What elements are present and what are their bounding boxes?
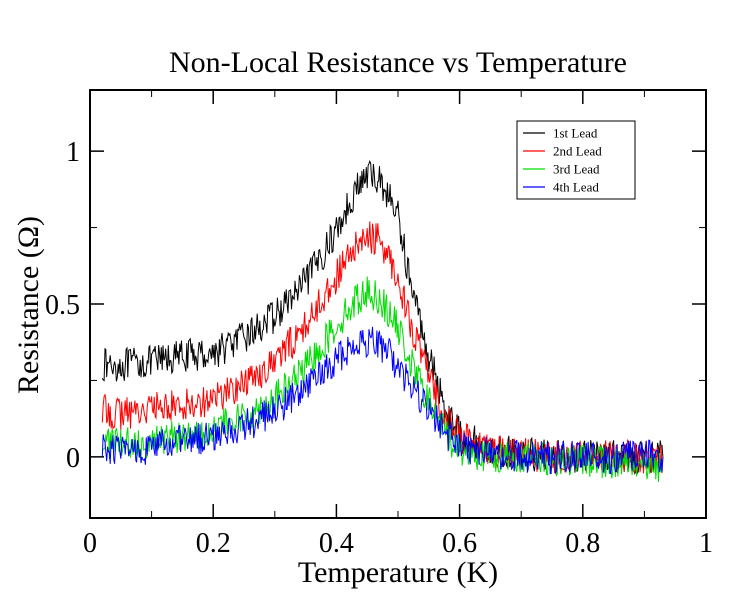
series-line-3rd-lead (101, 276, 664, 482)
legend-label: 4th Lead (553, 180, 599, 195)
x-tick-label: 1 (699, 528, 713, 559)
chart-title: Non-Local Resistance vs Temperature (169, 46, 627, 79)
x-axis-label: Temperature (K) (298, 556, 498, 589)
y-tick-label: 1 (66, 137, 80, 168)
x-tick-label: 0.4 (319, 528, 354, 559)
y-tick-label: 0.5 (45, 290, 80, 321)
x-tick-label: 0 (83, 528, 97, 559)
series-line-4th-lead (101, 326, 664, 475)
x-tick-label: 0.6 (442, 528, 477, 559)
x-tick-label: 0.2 (196, 528, 231, 559)
x-tick-label: 0.8 (565, 528, 600, 559)
legend-label: 1st Lead (553, 126, 598, 141)
y-axis-label: Resistance (Ω) (12, 216, 45, 394)
legend-box (516, 120, 636, 200)
legend-label: 2nd Lead (553, 144, 602, 159)
y-tick-label: 0 (66, 443, 80, 474)
plot-area: 0 0.2 0.4 0.6 0.8 1 0 0.5 1 1st Lead 2nd Lead 3rd L… (45, 89, 713, 559)
legend-label: 3rd Lead (553, 162, 600, 177)
